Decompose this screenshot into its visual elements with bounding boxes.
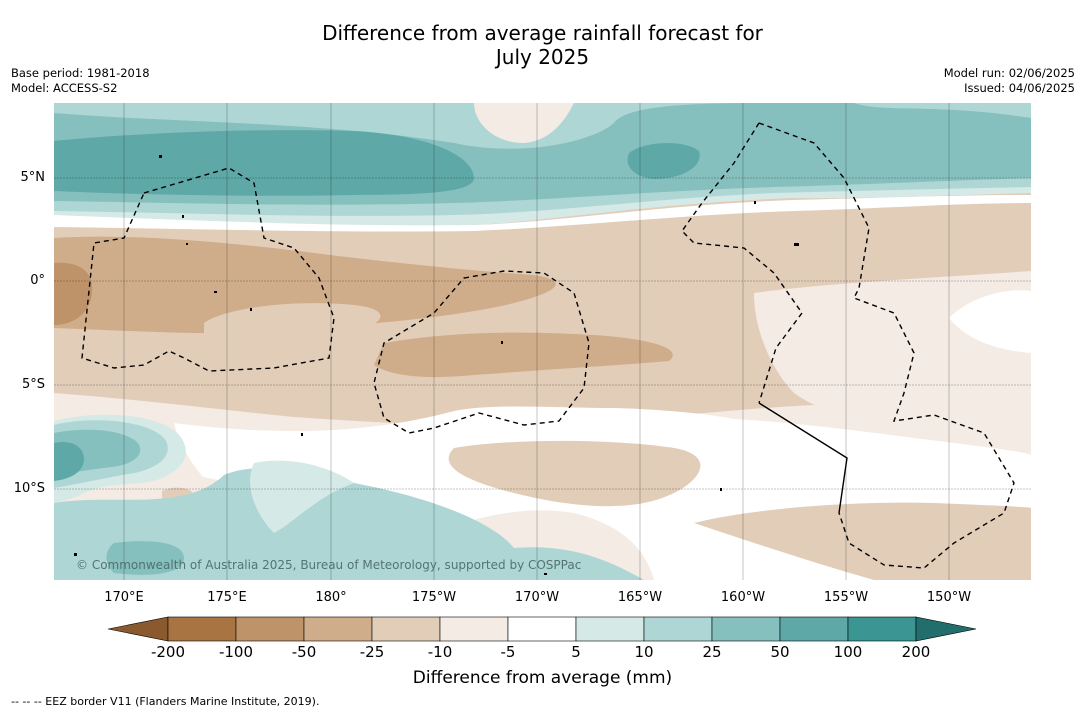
colorbar-cell <box>575 616 645 642</box>
model-run: Model run: 02/06/2025 <box>943 66 1075 80</box>
colorbar-cell <box>371 616 441 642</box>
title-line-1: Difference from average rainfall forecas… <box>322 21 763 45</box>
eez-east-upper <box>681 122 803 404</box>
colorbar-extend-low <box>108 616 169 642</box>
colorbar-tick-label: 25 <box>702 643 722 661</box>
south-wet-patch-deep <box>106 541 184 575</box>
southwest-wet-deep <box>54 441 84 481</box>
eez-legend-note: -- -- -- EEZ border V11 (Flanders Marine… <box>11 695 320 708</box>
eez-east <box>758 122 1015 569</box>
lon-label-155w: 155°W <box>823 590 869 605</box>
south-wet-band-light <box>250 460 354 533</box>
model-name: Model: ACCESS-S2 <box>11 80 118 95</box>
colorbar-cell <box>167 616 237 642</box>
colorbar-tick-label: 5 <box>571 643 581 661</box>
south-dry-patch-2 <box>694 502 1031 580</box>
colorbar-cell <box>711 616 781 642</box>
eez-west <box>81 167 335 372</box>
central-light-tan-inset <box>204 303 381 338</box>
issued-date: Issued: 04/06/2025 <box>964 80 1075 95</box>
lon-label-165w: 165°W <box>617 590 663 605</box>
lon-label-150w: 150°W <box>926 590 972 605</box>
colorbar-tick-label: 50 <box>770 643 790 661</box>
central-band-dark <box>54 236 556 334</box>
eez-borders <box>81 122 1015 569</box>
colorbar-tick-label: -100 <box>218 643 254 661</box>
meta-left: Base period: 1981-2018 Model: ACCESS-S2 <box>11 66 150 95</box>
islands <box>74 155 799 575</box>
map-canvas <box>54 103 1031 580</box>
colorbar-cell <box>507 616 577 642</box>
lat-label-5n: 5°N <box>20 170 46 185</box>
north-dry-patch <box>474 103 574 143</box>
colorbar-extend-high <box>915 616 977 642</box>
lon-label-160w: 160°W <box>720 590 766 605</box>
colorbar-tick-label: -50 <box>291 643 317 661</box>
eez-central <box>373 270 590 434</box>
lon-label-170e: 170°E <box>104 590 144 605</box>
base-period: Base period: 1981-2018 <box>11 66 150 80</box>
colorbar-tick-label: 100 <box>833 643 863 661</box>
colorbar-tick-label: -5 <box>500 643 516 661</box>
south-dry-patch-1 <box>448 440 701 507</box>
colorbar-cell <box>847 616 917 642</box>
gridlines <box>54 103 1031 580</box>
central-band-east <box>374 332 673 378</box>
eez-solid-segment <box>758 402 848 514</box>
colorbar-cell <box>235 616 305 642</box>
map-title: Difference from average rainfall forecas… <box>0 21 1085 69</box>
north-patch-deep <box>627 142 700 179</box>
colorbar-tick-label: -25 <box>359 643 385 661</box>
west-strong-dry <box>54 262 93 325</box>
lon-label-180: 180° <box>315 590 347 605</box>
colorbar-tick-label: -10 <box>427 643 453 661</box>
rainfall-map <box>54 103 1031 580</box>
colorbar-cell <box>643 616 713 642</box>
lat-label-5s: 5°S <box>21 377 45 392</box>
colorbar-tick-label: 200 <box>901 643 931 661</box>
colorbar-cells <box>108 616 977 642</box>
meta-right: Model run: 02/06/2025 Issued: 04/06/2025 <box>944 66 1075 95</box>
copyright-watermark: © Commonwealth of Australia 2025, Bureau… <box>76 558 582 572</box>
lon-label-170w: 170°W <box>514 590 560 605</box>
colorbar <box>108 616 977 642</box>
lat-label-10s: 10°S <box>13 481 45 496</box>
title-line-2: July 2025 <box>495 45 590 69</box>
lon-label-175e: 175°E <box>207 590 247 605</box>
colorbar-cell <box>439 616 509 642</box>
colorbar-label: Difference from average (mm) <box>412 668 673 688</box>
colorbar-cell <box>779 616 849 642</box>
lat-label-0: 0° <box>30 273 45 288</box>
north-white-strip <box>54 195 1031 232</box>
lon-label-175w: 175°W <box>411 590 457 605</box>
south-wet-band <box>54 468 644 580</box>
east-white-lens <box>949 290 1031 353</box>
colorbar-tick-label: -200 <box>150 643 186 661</box>
colorbar-tick-label: 10 <box>634 643 654 661</box>
north-band-deep <box>54 130 474 196</box>
colorbar-cell <box>303 616 373 642</box>
